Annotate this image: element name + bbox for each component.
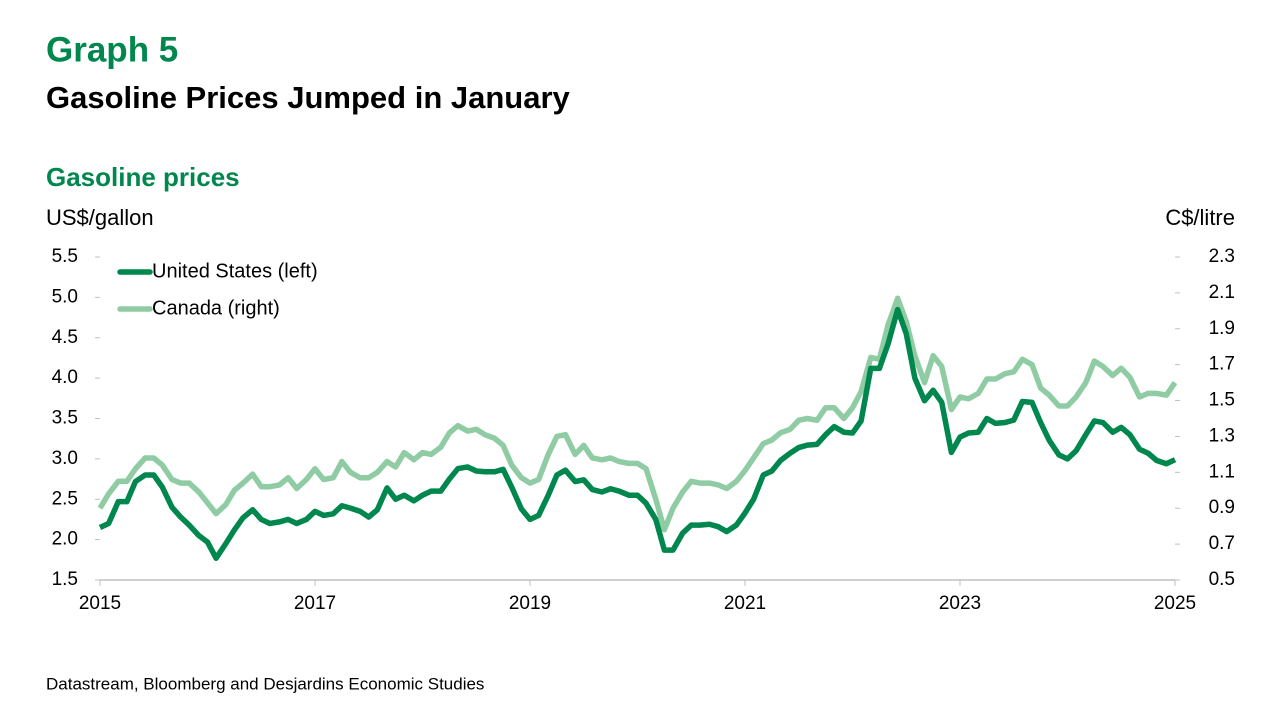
y-tick-label: 5.0 [52, 286, 78, 307]
y2-axis-label: C$/litre [1165, 205, 1235, 230]
y2-tick-label: 2.1 [1209, 282, 1235, 303]
y2-tick-label: 1.5 [1209, 390, 1235, 411]
x-tick-label: 2019 [509, 593, 551, 614]
y-tick-label: 2.5 [52, 488, 78, 509]
y2-tick-label: 2.3 [1209, 246, 1235, 267]
y2-tick-label: 1.9 [1209, 318, 1235, 339]
y2-tick-label: 0.7 [1209, 533, 1235, 554]
x-tick-label: 2015 [79, 593, 121, 614]
x-tick-label: 2017 [294, 593, 336, 614]
legend-label: Canada (right) [152, 297, 280, 319]
series-line [98, 306, 1177, 561]
chart-subtitle: Gasoline prices [46, 162, 240, 192]
chart-title: Gasoline Prices Jumped in January [46, 80, 571, 115]
y2-tick-label: 1.7 [1209, 354, 1235, 375]
y-tick-label: 1.5 [52, 569, 78, 590]
y2-tick-label: 1.3 [1209, 425, 1235, 446]
y-tick-label: 2.0 [52, 529, 78, 550]
y2-tick-label: 0.9 [1209, 497, 1235, 518]
x-tick-label: 2025 [1154, 593, 1196, 614]
x-tick-label: 2023 [939, 593, 981, 614]
source: Datastream, Bloomberg and Desjardins Eco… [46, 674, 484, 693]
y-tick-label: 3.0 [52, 448, 78, 469]
legend-label: United States (left) [152, 260, 318, 282]
y2-tick-label: 1.1 [1209, 461, 1235, 482]
y-tick-label: 3.5 [52, 408, 78, 429]
y2-tick-label: 0.5 [1209, 569, 1235, 590]
y-tick-label: 4.5 [52, 327, 78, 348]
y-tick-label: 5.5 [52, 246, 78, 267]
y-axis-label: US$/gallon [46, 205, 154, 230]
x-tick-label: 2021 [724, 593, 766, 614]
chart-header: Graph 5 [46, 30, 178, 69]
y-tick-label: 4.0 [52, 367, 78, 388]
series-line [97, 295, 1178, 533]
